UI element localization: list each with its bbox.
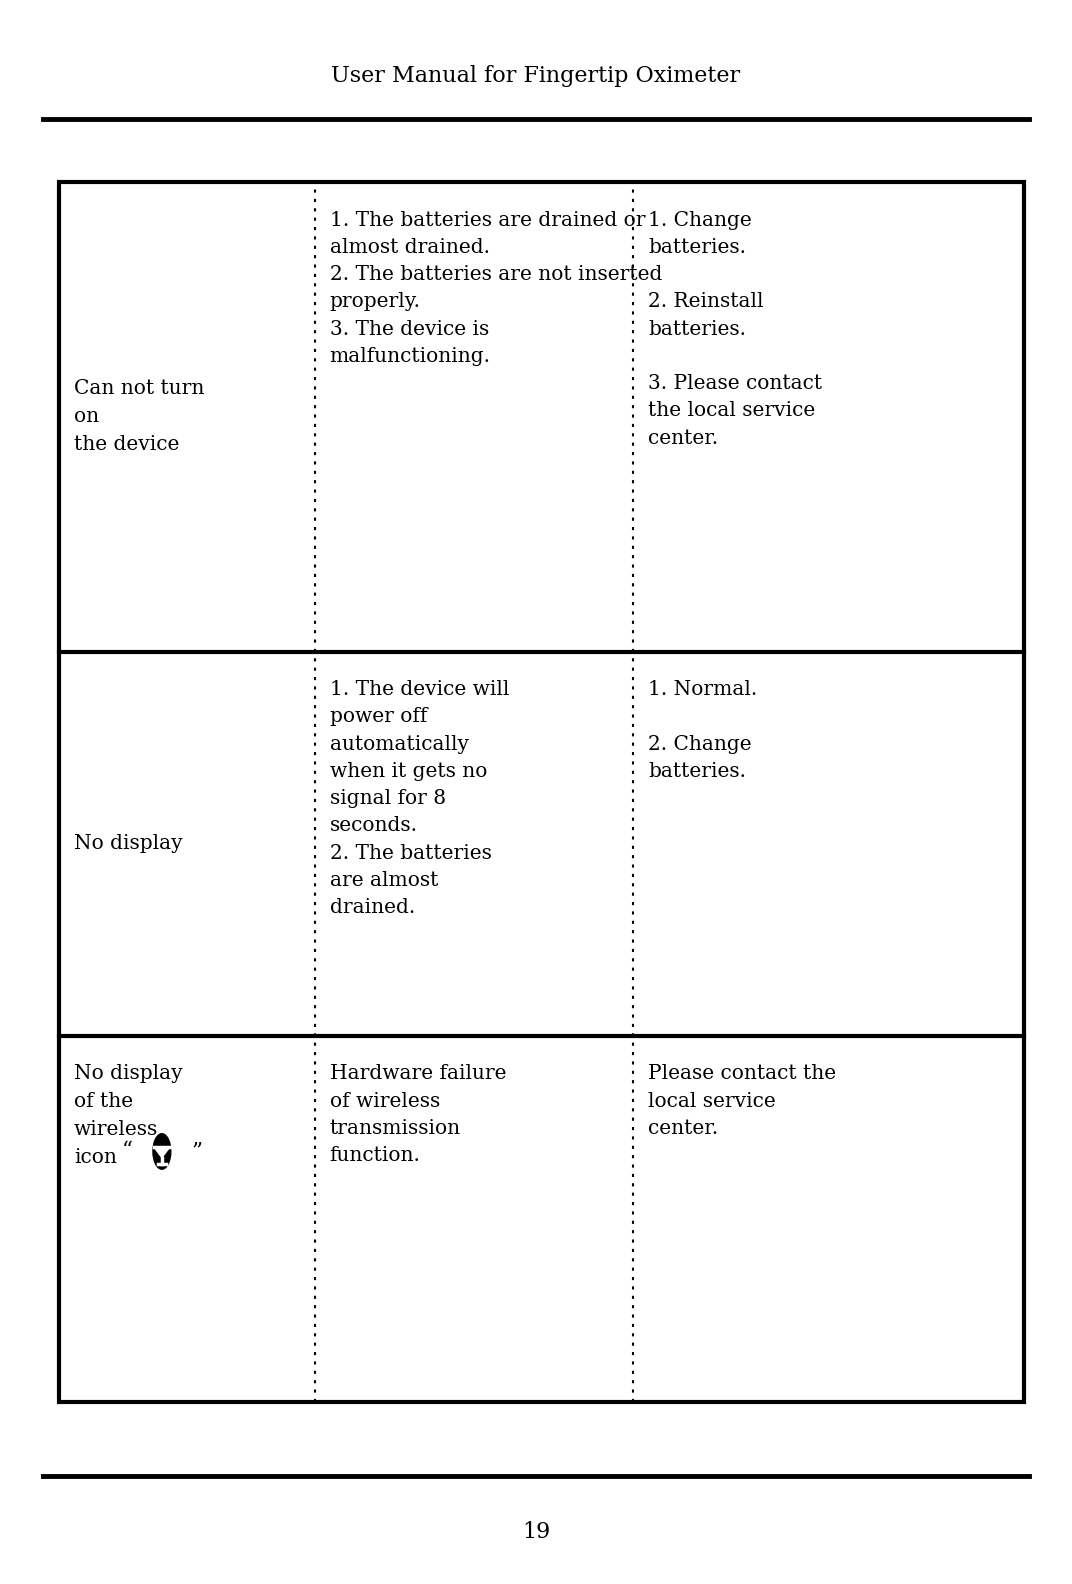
Text: ”: ” — [192, 1140, 203, 1163]
Ellipse shape — [153, 1134, 170, 1169]
Text: 1. Normal.

2. Change
batteries.: 1. Normal. 2. Change batteries. — [647, 680, 757, 781]
Polygon shape — [154, 1148, 169, 1158]
Text: 1. Change
batteries.

2. Reinstall
batteries.

3. Please contact
the local servi: 1. Change batteries. 2. Reinstall batter… — [647, 211, 822, 448]
Text: No display: No display — [74, 835, 182, 854]
Bar — [59, 182, 1024, 1402]
Text: Hardware failure
of wireless
transmission
function.: Hardware failure of wireless transmissio… — [330, 1064, 506, 1166]
Text: “: “ — [122, 1140, 133, 1163]
Text: User Manual for Fingertip Oximeter: User Manual for Fingertip Oximeter — [331, 65, 741, 87]
Text: 19: 19 — [522, 1521, 550, 1543]
Text: 1. The batteries are drained or
almost drained.
2. The batteries are not inserte: 1. The batteries are drained or almost d… — [330, 211, 662, 366]
Text: Please contact the
local service
center.: Please contact the local service center. — [647, 1064, 836, 1137]
Text: No display
of the
wireless
icon: No display of the wireless icon — [74, 1064, 182, 1167]
Text: 1. The device will
power off
automatically
when it gets no
signal for 8
seconds.: 1. The device will power off automatical… — [330, 680, 509, 917]
Text: Can not turn
on
the device: Can not turn on the device — [74, 380, 205, 455]
